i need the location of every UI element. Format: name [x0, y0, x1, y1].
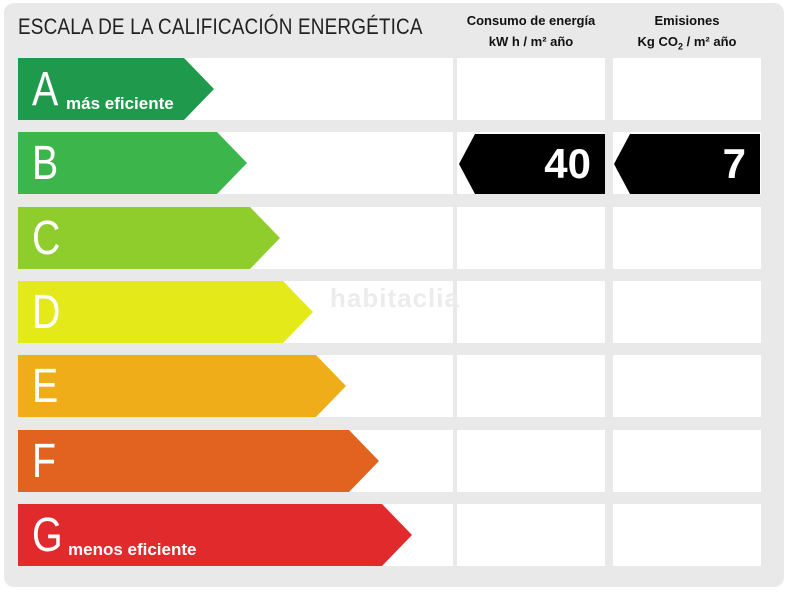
- consumo-column-header: Consumo de energía kW h / m² año: [456, 10, 606, 52]
- rating-bar-shape: [18, 355, 346, 417]
- consumo-cell: [457, 430, 605, 492]
- emisiones-column-header: Emisiones Kg CO2 / m² año: [612, 10, 762, 58]
- emisiones-cell: [613, 504, 761, 566]
- emisiones-cell: [613, 207, 761, 269]
- emisiones-cell: [613, 58, 761, 120]
- emisiones-cell: [613, 355, 761, 417]
- rating-letter: G: [32, 509, 63, 562]
- consumo-cell: [457, 281, 605, 343]
- rating-bar-d: D: [18, 281, 313, 343]
- consumo-header-unit: kW h / m² año: [488, 34, 574, 49]
- rating-bar-b: B: [18, 132, 247, 194]
- emisiones-value-indicator: 7: [614, 134, 760, 194]
- rating-bar-shape: [18, 207, 280, 269]
- emisiones-header-unit: Kg CO2 / m² año: [637, 34, 737, 52]
- rating-bar-e: E: [18, 355, 346, 417]
- consumo-value-indicator: 40: [459, 134, 605, 194]
- rating-letter: B: [32, 137, 59, 190]
- rating-letter: D: [32, 286, 61, 339]
- rating-bar-c: C: [18, 207, 280, 269]
- consumo-cell: [457, 504, 605, 566]
- value-text: 40: [544, 140, 591, 187]
- rating-bar-shape: [18, 504, 412, 566]
- emisiones-cell: [613, 281, 761, 343]
- value-text: 7: [722, 140, 746, 187]
- rating-bar-shape: [18, 58, 214, 120]
- consumo-cell: [457, 207, 605, 269]
- rating-bar-shape: [18, 430, 379, 492]
- rating-bar-shape: [18, 281, 313, 343]
- rating-caption: menos eficiente: [68, 540, 197, 559]
- consumo-cell: [457, 355, 605, 417]
- emisiones-cell: [613, 430, 761, 492]
- rating-caption: más eficiente: [66, 94, 174, 113]
- rating-letter: C: [32, 212, 61, 265]
- consumo-header-title: Consumo de energía: [466, 13, 596, 28]
- page-title: ESCALA DE LA CALIFICACIÓN ENERGÉTICA: [18, 14, 423, 39]
- consumo-cell: [457, 58, 605, 120]
- emisiones-header-title: Emisiones: [654, 13, 720, 28]
- rating-bar-shape: [18, 132, 247, 194]
- habitaclia-watermark: habitaclia: [330, 283, 460, 313]
- rating-letter: E: [32, 360, 59, 413]
- rating-letter: A: [32, 63, 59, 116]
- rating-letter: F: [32, 435, 57, 488]
- rating-bar-f: F: [18, 430, 379, 492]
